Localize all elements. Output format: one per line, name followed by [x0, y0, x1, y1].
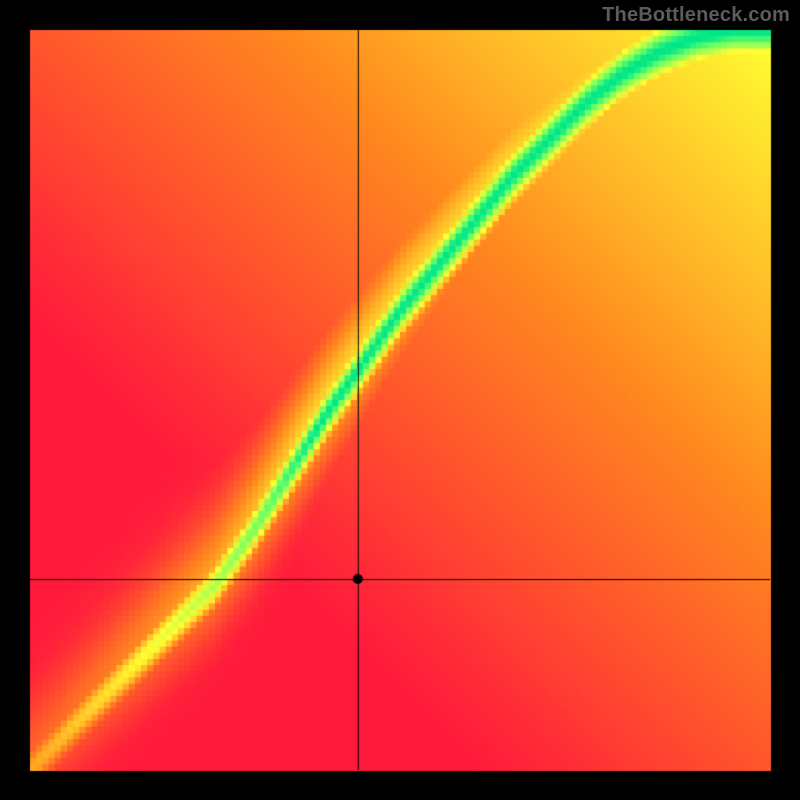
chart-container: TheBottleneck.com	[0, 0, 800, 800]
bottleneck-heatmap-canvas	[0, 0, 800, 800]
watermark-text: TheBottleneck.com	[602, 4, 790, 27]
